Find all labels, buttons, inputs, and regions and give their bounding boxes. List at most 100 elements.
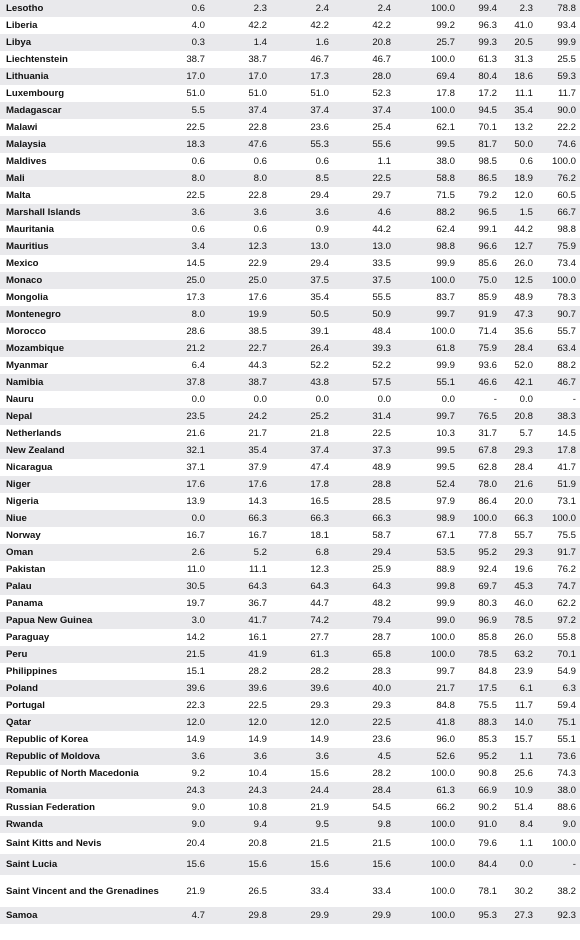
- value-cell: 29.3: [333, 697, 395, 714]
- country-name-cell: Nepal: [0, 408, 163, 425]
- value-cell: 28.3: [333, 663, 395, 680]
- value-cell: 29.4: [271, 255, 333, 272]
- value-cell: 62.1: [395, 119, 459, 136]
- value-cell: 42.1: [501, 374, 537, 391]
- value-cell: 1.1: [333, 153, 395, 170]
- value-cell: 55.1: [537, 731, 580, 748]
- value-cell: 91.0: [459, 816, 501, 833]
- value-cell: 44.7: [271, 595, 333, 612]
- value-cell: 21.9: [271, 799, 333, 816]
- value-cell: 17.8: [537, 442, 580, 459]
- value-cell: 30.5: [163, 578, 209, 595]
- value-cell: 99.0: [395, 612, 459, 629]
- value-cell: 80.3: [459, 595, 501, 612]
- value-cell: 47.6: [209, 136, 271, 153]
- value-cell: 93.6: [459, 357, 501, 374]
- value-cell: 42.2: [209, 17, 271, 34]
- value-cell: 28.2: [209, 663, 271, 680]
- country-name-cell: Mozambique: [0, 340, 163, 357]
- value-cell: 64.3: [333, 578, 395, 595]
- value-cell: 99.9: [395, 357, 459, 374]
- table-row: Luxembourg 51.0 51.0 51.0 52.3 17.8 17.2 11.1 11…: [0, 85, 580, 102]
- value-cell: 61.3: [459, 51, 501, 68]
- value-cell: 29.7: [333, 187, 395, 204]
- value-cell: 98.9: [395, 510, 459, 527]
- value-cell: 29.3: [271, 697, 333, 714]
- value-cell: 38.3: [537, 408, 580, 425]
- value-cell: 10.9: [501, 782, 537, 799]
- country-name-cell: New Zealand: [0, 442, 163, 459]
- value-cell: 50.0: [501, 136, 537, 153]
- value-cell: 26.0: [501, 255, 537, 272]
- value-cell: 38.2: [537, 875, 580, 907]
- table-row: Mexico 14.5 22.9 29.4 33.5 99.9 85.6 26.0 73.4: [0, 255, 580, 272]
- value-cell: 20.8: [501, 408, 537, 425]
- value-cell: 92.4: [459, 561, 501, 578]
- value-cell: 22.9: [209, 255, 271, 272]
- country-name-cell: Qatar: [0, 714, 163, 731]
- value-cell: 3.4: [163, 238, 209, 255]
- value-cell: 64.3: [271, 578, 333, 595]
- country-name-cell: Palau: [0, 578, 163, 595]
- value-cell: 41.7: [209, 612, 271, 629]
- value-cell: 14.0: [501, 714, 537, 731]
- value-cell: 24.2: [209, 408, 271, 425]
- value-cell: 55.6: [333, 136, 395, 153]
- value-cell: 41.8: [395, 714, 459, 731]
- value-cell: 38.0: [395, 153, 459, 170]
- table-row: Rwanda 9.0 9.4 9.5 9.8 100.0 91.0 8.4 9.0: [0, 816, 580, 833]
- value-cell: 19.9: [209, 306, 271, 323]
- value-cell: 31.3: [501, 51, 537, 68]
- value-cell: 3.6: [209, 204, 271, 221]
- value-cell: 13.9: [163, 493, 209, 510]
- value-cell: 62.2: [537, 595, 580, 612]
- value-cell: 99.2: [395, 17, 459, 34]
- value-cell: 79.4: [333, 612, 395, 629]
- value-cell: 39.3: [333, 340, 395, 357]
- value-cell: 11.7: [537, 85, 580, 102]
- value-cell: 29.3: [501, 544, 537, 561]
- table-row: Mongolia 17.3 17.6 35.4 55.5 83.7 85.9 48.9 78.3: [0, 289, 580, 306]
- value-cell: 8.0: [163, 170, 209, 187]
- value-cell: 76.5: [459, 408, 501, 425]
- country-name-cell: Marshall Islands: [0, 204, 163, 221]
- value-cell: 37.4: [209, 102, 271, 119]
- value-cell: 0.0: [163, 391, 209, 408]
- country-name-cell: Morocco: [0, 323, 163, 340]
- value-cell: 98.8: [395, 238, 459, 255]
- value-cell: 1.1: [501, 748, 537, 765]
- table-row: Niue 0.0 66.3 66.3 66.3 98.9 100.0 66.3 100.0: [0, 510, 580, 527]
- value-cell: 78.8: [537, 0, 580, 17]
- value-cell: 11.7: [501, 697, 537, 714]
- value-cell: 99.5: [395, 459, 459, 476]
- value-cell: 12.0: [163, 714, 209, 731]
- value-cell: 11.1: [209, 561, 271, 578]
- value-cell: 25.0: [209, 272, 271, 289]
- table-row: Lithuania 17.0 17.0 17.3 28.0 69.4 80.4 18.6 59.…: [0, 68, 580, 85]
- table-row: Mozambique 21.2 22.7 26.4 39.3 61.8 75.9 28.4 63…: [0, 340, 580, 357]
- value-cell: 99.7: [395, 408, 459, 425]
- value-cell: 0.0: [163, 510, 209, 527]
- value-cell: 100.0: [459, 510, 501, 527]
- value-cell: 41.0: [501, 17, 537, 34]
- value-cell: 52.3: [333, 85, 395, 102]
- value-cell: 21.5: [271, 833, 333, 854]
- country-name-cell: Saint Lucia: [0, 854, 163, 875]
- value-cell: 48.9: [501, 289, 537, 306]
- table-row: Marshall Islands 3.6 3.6 3.6 4.6 88.2 96.5 1.5 6…: [0, 204, 580, 221]
- value-cell: 74.2: [271, 612, 333, 629]
- value-cell: 22.7: [209, 340, 271, 357]
- country-name-cell: Pakistan: [0, 561, 163, 578]
- value-cell: 3.6: [163, 748, 209, 765]
- value-cell: 73.1: [537, 493, 580, 510]
- value-cell: 67.8: [459, 442, 501, 459]
- table-row: Saint Lucia 15.6 15.6 15.6 15.6 100.0 84.4 0.0-: [0, 854, 580, 875]
- value-cell: 38.7: [209, 51, 271, 68]
- table-row: Namibia 37.8 38.7 43.8 57.5 55.1 46.6 42.1 46.7: [0, 374, 580, 391]
- value-cell: 16.1: [209, 629, 271, 646]
- value-cell: 25.6: [501, 765, 537, 782]
- value-cell: 39.6: [209, 680, 271, 697]
- value-cell: 0.6: [209, 153, 271, 170]
- value-cell: 59.4: [537, 697, 580, 714]
- value-cell: 51.9: [537, 476, 580, 493]
